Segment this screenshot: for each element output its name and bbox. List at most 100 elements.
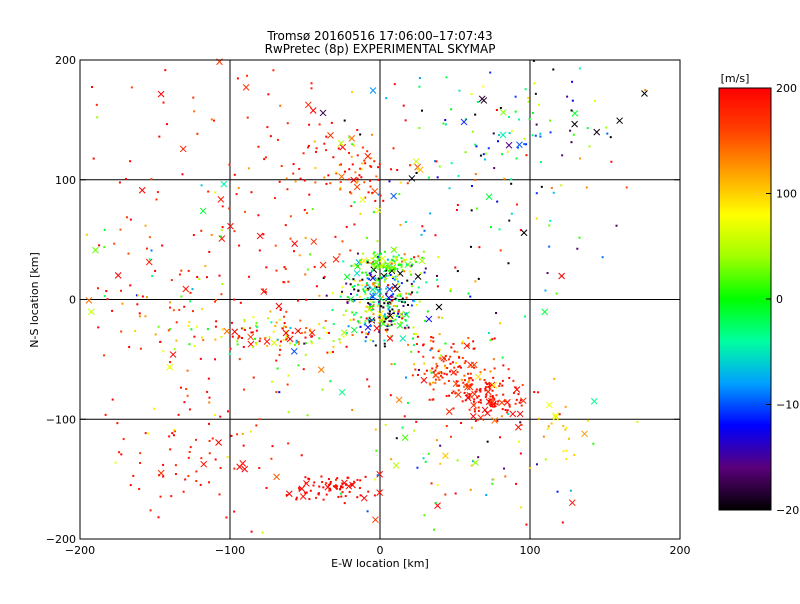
data-point-x-marker bbox=[218, 235, 226, 242]
data-point-x-marker bbox=[340, 329, 348, 336]
data-point bbox=[547, 425, 550, 428]
data-point bbox=[451, 361, 454, 364]
data-point bbox=[537, 417, 540, 420]
data-point bbox=[172, 428, 175, 431]
data-point bbox=[207, 377, 210, 380]
data-point bbox=[460, 378, 463, 381]
data-point bbox=[233, 467, 236, 470]
data-point bbox=[201, 336, 204, 339]
data-point bbox=[431, 398, 434, 401]
data-point bbox=[366, 261, 369, 264]
data-point bbox=[454, 392, 457, 395]
data-point bbox=[154, 333, 157, 336]
data-point bbox=[388, 269, 391, 272]
data-point bbox=[533, 391, 536, 394]
data-point bbox=[92, 157, 95, 160]
data-point bbox=[366, 287, 369, 290]
data-point bbox=[375, 286, 378, 289]
data-point-x-marker bbox=[353, 269, 361, 277]
data-point bbox=[257, 214, 260, 217]
data-point bbox=[192, 96, 195, 99]
data-point bbox=[187, 324, 190, 327]
data-point bbox=[121, 302, 124, 305]
data-point bbox=[386, 304, 389, 307]
data-point-x-marker bbox=[339, 143, 347, 151]
data-point bbox=[476, 100, 479, 103]
data-point bbox=[400, 316, 403, 319]
data-point bbox=[348, 168, 351, 171]
data-point bbox=[535, 463, 538, 466]
data-point bbox=[383, 313, 386, 316]
data-point bbox=[233, 173, 236, 176]
data-point bbox=[436, 176, 439, 179]
data-point bbox=[531, 111, 534, 114]
data-point bbox=[120, 330, 123, 333]
data-point bbox=[439, 462, 442, 465]
data-point bbox=[398, 299, 401, 302]
data-point bbox=[537, 103, 540, 106]
data-point bbox=[329, 480, 332, 483]
data-point bbox=[364, 319, 367, 322]
data-point bbox=[523, 143, 526, 146]
data-point bbox=[336, 477, 339, 480]
data-point bbox=[242, 327, 245, 330]
data-point-x-marker bbox=[481, 406, 489, 414]
data-point bbox=[404, 318, 407, 321]
data-point bbox=[396, 274, 399, 277]
data-point bbox=[282, 339, 285, 342]
data-point bbox=[348, 136, 351, 139]
data-point bbox=[372, 261, 375, 264]
data-point bbox=[423, 271, 426, 274]
data-point bbox=[85, 233, 88, 236]
data-point bbox=[172, 309, 175, 312]
data-point bbox=[214, 300, 217, 303]
data-point bbox=[469, 488, 472, 491]
data-point bbox=[344, 495, 347, 498]
data-point bbox=[383, 345, 386, 348]
data-point bbox=[264, 156, 267, 159]
data-point bbox=[508, 376, 511, 379]
data-point bbox=[441, 316, 444, 319]
data-point bbox=[514, 402, 517, 405]
data-point-x-marker bbox=[471, 390, 478, 398]
data-point bbox=[373, 262, 376, 265]
data-point bbox=[523, 137, 526, 140]
data-point bbox=[556, 490, 559, 493]
data-point bbox=[388, 310, 391, 313]
data-point bbox=[377, 284, 380, 287]
data-point bbox=[327, 483, 330, 486]
data-point bbox=[474, 113, 477, 116]
data-point bbox=[601, 256, 604, 259]
data-point bbox=[432, 381, 435, 384]
data-point bbox=[475, 145, 478, 148]
data-point bbox=[370, 269, 373, 272]
data-point bbox=[175, 321, 178, 324]
data-point bbox=[295, 496, 298, 499]
data-point bbox=[377, 259, 380, 262]
data-point bbox=[369, 305, 372, 308]
data-point-x-marker bbox=[372, 263, 379, 271]
data-point bbox=[489, 339, 492, 342]
data-point bbox=[520, 506, 523, 509]
data-point bbox=[388, 305, 391, 308]
data-point-x-marker bbox=[477, 414, 485, 422]
data-point bbox=[184, 478, 187, 481]
data-point bbox=[443, 364, 446, 367]
data-point bbox=[397, 264, 400, 267]
data-point bbox=[401, 300, 404, 303]
data-point bbox=[389, 266, 392, 269]
data-point bbox=[615, 224, 618, 227]
data-point bbox=[372, 301, 375, 304]
data-point bbox=[263, 158, 266, 161]
data-point bbox=[405, 292, 408, 295]
data-point bbox=[119, 289, 122, 292]
data-point bbox=[230, 321, 233, 324]
data-point bbox=[539, 132, 542, 135]
data-point bbox=[243, 388, 246, 391]
data-point bbox=[396, 267, 399, 270]
data-point bbox=[370, 157, 373, 160]
data-point bbox=[315, 150, 318, 153]
data-point bbox=[430, 371, 433, 374]
data-point-x-marker bbox=[256, 232, 264, 240]
data-point-x-marker bbox=[373, 324, 381, 332]
